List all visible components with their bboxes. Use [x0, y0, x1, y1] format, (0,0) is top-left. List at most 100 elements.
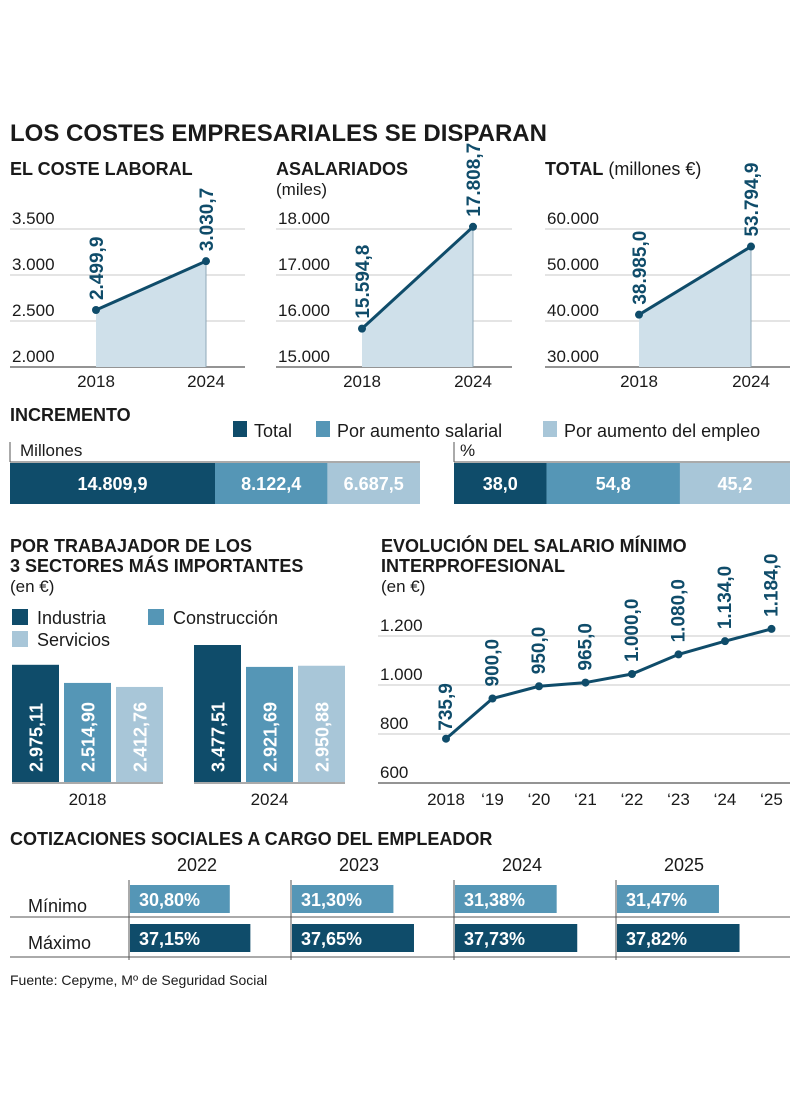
series-line: [638, 245, 752, 316]
bar-value-label: 31,30%: [301, 890, 362, 910]
y-tick-label: 2.500: [12, 301, 55, 320]
cotizacion-bar: [455, 885, 557, 913]
data-label: 1.184,0: [762, 554, 783, 617]
legend-swatch: [233, 421, 247, 437]
chart-title: ASALARIADOS: [276, 159, 408, 179]
legend-label: Total: [254, 421, 292, 441]
data-label: 1.080,0: [669, 579, 690, 642]
x-tick-label: 2024: [251, 790, 289, 809]
cotizacion-bar: [455, 924, 578, 952]
bar-value-label: 2.975,11: [27, 703, 47, 772]
chart-title: COTIZACIONES SOCIALES A CARGO DEL EMPLEA…: [10, 829, 492, 849]
x-tick-label: ‘25: [760, 790, 783, 809]
bar-value-label: 2.412,76: [131, 702, 151, 772]
data-label: 735,9: [436, 683, 457, 731]
data-point: [767, 624, 776, 633]
legend-swatch: [12, 609, 28, 625]
bar-value-label: 2.950,88: [313, 702, 333, 772]
bar-value-label: 37,82%: [626, 929, 687, 949]
chart-title: INCREMENTO: [10, 405, 131, 425]
chart-title: POR TRABAJADOR DE LOS: [10, 536, 252, 556]
x-tick-label: ‘23: [667, 790, 690, 809]
y-tick-label: 600: [380, 763, 408, 782]
area-fill: [96, 261, 206, 367]
legend-label: Por aumento del empleo: [564, 421, 760, 441]
y-tick-label: 30.000: [547, 347, 599, 366]
bar-value-label: 37,65%: [301, 929, 362, 949]
x-tick-label: ‘21: [574, 790, 597, 809]
bar-value-label: 31,38%: [464, 890, 525, 910]
data-label: 38.985,0: [630, 231, 651, 305]
y-tick-label: 3.000: [12, 255, 55, 274]
x-tick-label: ‘20: [528, 790, 551, 809]
series-line: [445, 627, 772, 740]
sector-bar: [12, 664, 59, 782]
data-point: [635, 310, 643, 319]
y-tick-label: 40.000: [547, 301, 599, 320]
sector-bar: [194, 645, 241, 782]
data-point: [721, 637, 729, 646]
sector-bar: [64, 682, 111, 782]
chart-subtitle: (en €): [381, 577, 425, 596]
data-point: [358, 324, 366, 333]
data-point: [747, 242, 755, 251]
bar-value-label: 31,47%: [626, 890, 687, 910]
series-line: [360, 225, 475, 330]
legend-label: Por aumento salarial: [337, 421, 502, 441]
year-label: 2025: [664, 855, 704, 875]
y-tick-label: 15.000: [278, 347, 330, 366]
legend-label: Industria: [37, 608, 107, 628]
data-point: [92, 306, 100, 315]
bar-value-label: 2.514,90: [79, 702, 99, 772]
chart-title-line2: INTERPROFESIONAL: [381, 556, 565, 576]
cotizacion-bar: [292, 924, 414, 952]
data-label: 950,0: [529, 627, 550, 675]
legend-swatch: [148, 609, 164, 625]
y-tick-label: 2.000: [12, 347, 55, 366]
data-point: [202, 257, 210, 266]
year-label: 2024: [502, 855, 542, 875]
bar-value-label: 30,80%: [139, 890, 200, 910]
cotizacion-bar: [617, 885, 719, 913]
data-point: [488, 694, 497, 703]
y-tick-label: 60.000: [547, 209, 599, 228]
cotizacion-bar: [292, 885, 394, 913]
panel-unit: %: [460, 441, 475, 460]
incremento-bar: [327, 463, 420, 504]
cotizacion-bar: [130, 885, 230, 913]
y-tick-label: 1.000: [380, 665, 423, 684]
bar-value-label: 54,8: [596, 474, 631, 494]
incremento-bar: [215, 463, 328, 504]
legend-swatch: [12, 631, 28, 647]
panel-unit: Millones: [20, 441, 82, 460]
bar-value-label: 14.809,9: [77, 474, 147, 494]
row-label: Mínimo: [28, 896, 87, 916]
x-tick-label: 2024: [732, 372, 770, 391]
bar-value-label: 3.477,51: [209, 702, 229, 772]
incremento-bar: [679, 463, 790, 504]
chart-subtitle: (miles): [276, 180, 327, 199]
bar-value-label: 37,15%: [139, 929, 200, 949]
x-tick-label: 2018: [69, 790, 107, 809]
x-tick-label: 2024: [454, 372, 492, 391]
chart-title-line2: 3 SECTORES MÁS IMPORTANTES: [10, 555, 303, 576]
series-line: [95, 259, 207, 312]
data-label: 53.794,9: [742, 163, 763, 237]
data-point: [469, 222, 477, 231]
x-tick-label: 2018: [77, 372, 115, 391]
data-label: 17.808,7: [464, 143, 485, 217]
data-point: [535, 682, 543, 691]
data-label: 900,0: [483, 639, 504, 687]
y-tick-label: 18.000: [278, 209, 330, 228]
x-tick-label: 2018: [427, 790, 465, 809]
sector-bar: [116, 686, 163, 782]
incremento-bar: [454, 463, 547, 504]
x-tick-label: 2018: [620, 372, 658, 391]
legend-label: Servicios: [37, 630, 110, 650]
bar-value-label: 6.687,5: [344, 474, 404, 494]
chart-title: TOTAL (millones €): [545, 159, 701, 179]
cotizacion-bar: [617, 924, 740, 952]
data-label: 965,0: [576, 623, 597, 671]
incremento-bar: [546, 463, 680, 504]
